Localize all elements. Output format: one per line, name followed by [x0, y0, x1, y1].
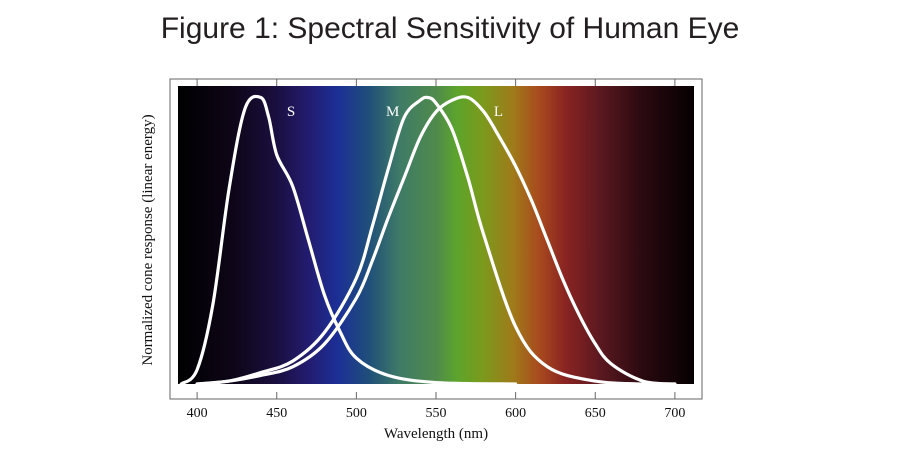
y-axis-label: Normalized cone response (linear energy) [140, 114, 156, 365]
spectrum-background [178, 86, 694, 384]
x-tick-label: 500 [346, 406, 367, 421]
curve-m [195, 95, 677, 386]
x-tick-label: 450 [266, 406, 287, 421]
curve-l [195, 95, 677, 386]
x-tick-label: 650 [585, 406, 606, 421]
figure-title: Figure 1: Spectral Sensitivity of Human … [160, 12, 740, 45]
x-tick-label: 400 [187, 406, 208, 421]
curve-label-l: L [494, 104, 503, 120]
x-axis-ticks: 400 450 500 550 600 650 700 [187, 79, 685, 421]
x-tick-label: 550 [426, 406, 447, 421]
x-tick-label: 700 [664, 406, 685, 421]
curves [179, 94, 677, 386]
curve-s [179, 94, 518, 386]
x-axis-label: Wavelength (nm) [384, 426, 488, 442]
curve-label-s: S [287, 104, 295, 120]
curve-label-m: M [386, 104, 399, 120]
x-tick-label: 600 [505, 406, 526, 421]
